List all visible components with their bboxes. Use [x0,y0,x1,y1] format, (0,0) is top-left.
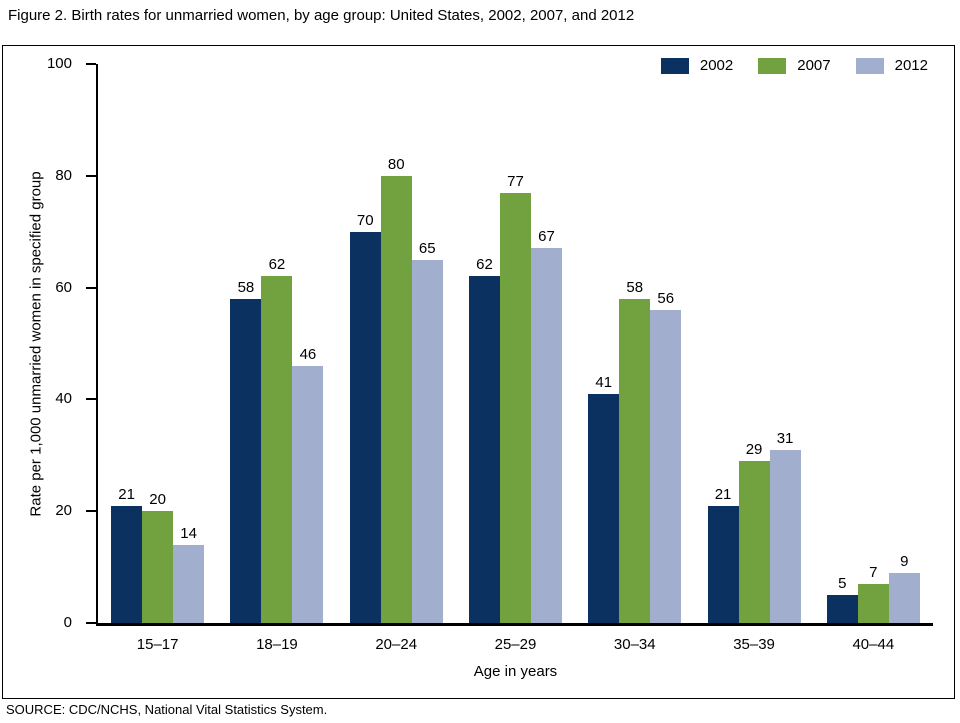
bar-2007-20–24: 80 [380,156,412,623]
x-category-label: 40–44 [852,636,895,653]
bar-group-35–39: 21 29 31 35–39 [707,64,801,653]
bar-2012-15–17: 14 [173,525,205,623]
bar-value-label: 5 [838,575,847,593]
bar-value-label: 77 [507,172,524,190]
y-tick-label: 0 [63,614,72,631]
source-note: SOURCE: CDC/NCHS, National Vital Statist… [6,702,328,717]
x-category-label: 25–29 [494,636,537,653]
x-axis-title: Age in years [473,663,558,680]
y-tick-label: 100 [46,55,72,72]
bar-value-label: 29 [745,440,763,458]
bar-2002-25–29: 62 [468,256,500,623]
bar-2002-40–44: 5 [826,575,858,623]
bar-value-label: 70 [356,211,374,229]
chart-frame: 2002 2007 2012 Rate per 1,000 unmarried wo… [2,45,955,699]
bar-value-label: 21 [118,485,135,503]
bar-value-label: 62 [476,256,493,274]
bar-2007-15–17: 20 [142,491,174,623]
bar-2002-18–19: 58 [230,279,262,623]
bar-value-label: 9 [900,552,909,570]
bar-2012-35–39: 31 [769,430,801,623]
bar-value-label: 65 [418,239,436,257]
bar-value-label: 46 [299,345,317,363]
bar-group-40–44: 5 7 9 40–44 [826,64,920,653]
bar-2002-20–24: 70 [349,212,381,623]
bar-value-label: 67 [538,228,555,246]
bar-2007-18–19: 62 [261,256,293,623]
y-tick-label: 40 [55,390,72,408]
y-tick-mark [86,510,96,513]
bar-value-label: 41 [595,373,613,391]
x-category-label: 30–34 [613,636,656,653]
bar-2007-40–44: 7 [857,564,889,623]
bar-value-label: 21 [714,485,732,503]
bar-value-label: 58 [237,278,255,296]
legend-swatch-2012 [855,57,884,74]
bar-2012-18–19: 46 [292,346,324,623]
x-category-label: 20–24 [375,636,418,653]
legend-label: 2012 [894,57,928,74]
bar-2012-40–44: 9 [888,553,920,623]
bar-2012-20–24: 65 [411,240,443,623]
bar-value-label: 31 [776,429,794,447]
bar-2012-30–34: 56 [650,290,682,623]
legend-item-2012: 2012 [855,57,928,74]
bar-group-25–29: 62 77 67 25–29 [468,64,562,653]
legend-swatch-2007 [758,57,787,74]
bar-value-label: 62 [268,256,286,274]
y-tick-label: 60 [55,278,72,296]
legend: 2002 2007 2012 [660,57,928,74]
bar-value-label: 7 [869,563,878,581]
bar-2007-30–34: 58 [619,279,651,623]
bar-group-20–24: 70 80 65 20–24 [349,64,443,653]
legend-item-2002: 2002 [660,57,734,74]
bar-2002-15–17: 21 [111,486,143,623]
bar-value-label: 80 [387,155,405,173]
bar-value-label: 20 [149,491,166,509]
legend-label: 2002 [699,57,734,74]
y-tick-mark [86,63,96,65]
y-tick-label: 80 [55,166,72,184]
legend-swatch-2002 [660,57,689,74]
bar-2002-35–39: 21 [707,486,739,623]
y-tick-label: 20 [55,502,72,520]
bar-group-15–17: 21 20 14 15–17 [111,64,205,653]
y-tick-mark [86,398,96,401]
bar-2002-30–34: 41 [588,374,620,623]
y-tick-mark [86,286,96,289]
legend-label: 2007 [797,57,831,74]
bar-value-label: 56 [657,289,675,307]
bar-value-label: 58 [626,278,644,296]
plot-area: Rate per 1,000 unmarried women in specif… [28,55,933,680]
bar-2012-25–29: 67 [530,228,562,623]
y-axis-title: Rate per 1,000 unmarried women in specif… [27,170,45,517]
x-category-label: 15–17 [136,636,179,653]
y-tick-mark [86,622,96,624]
figure-title: Figure 2. Birth rates for unmarried wome… [8,7,635,24]
x-category-label: 35–39 [733,636,775,653]
x-category-label: 18–19 [256,636,298,653]
bar-value-label: 14 [180,524,197,542]
bar-group-30–34: 41 58 56 30–34 [588,64,682,653]
bar-group-18–19: 58 62 46 18–19 [230,64,324,653]
bar-2007-25–29: 77 [499,173,531,623]
legend-item-2007: 2007 [758,57,831,74]
bar-2007-35–39: 29 [738,441,770,623]
y-tick-mark [86,174,96,177]
bars-row: 21 20 14 15–17 58 62 46 18–19 70 80 65 20–24 62 77 67 2… [98,64,933,653]
